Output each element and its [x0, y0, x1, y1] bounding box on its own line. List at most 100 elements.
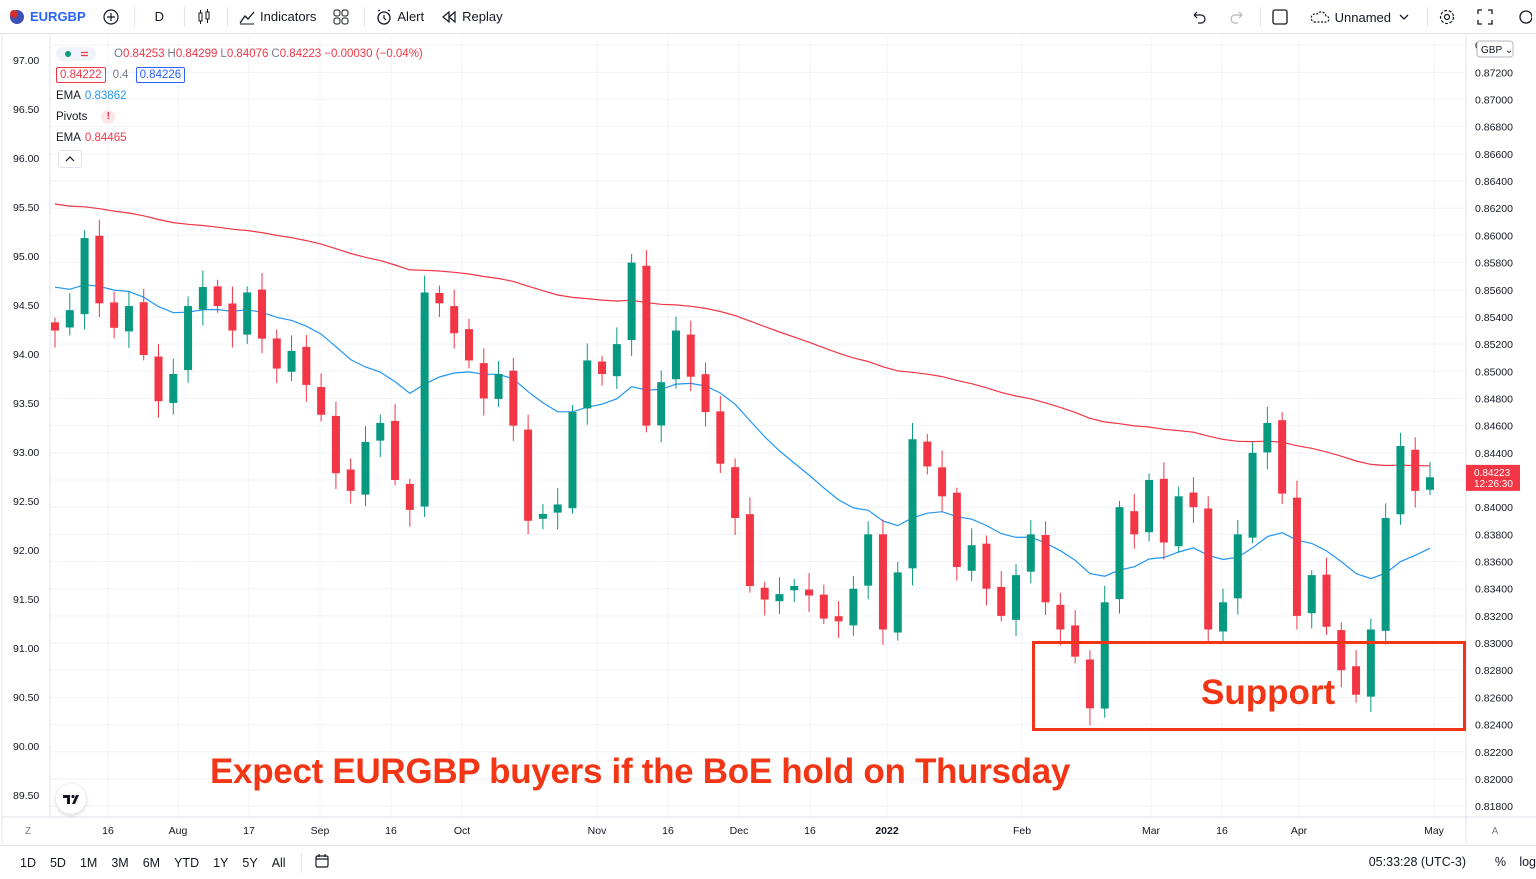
- sell-button[interactable]: 0.84222: [56, 66, 106, 83]
- change-value: −0.00030 (−0.04%): [324, 47, 423, 60]
- candle-body: [420, 292, 429, 507]
- candle: [450, 289, 459, 349]
- right-axis-tick-label: 0.82800: [1475, 665, 1513, 677]
- divider: [1259, 7, 1261, 27]
- timezone-clock[interactable]: 05:33:28 (UTC-3): [1368, 855, 1466, 869]
- left-axis-tick-label: 91.50: [13, 594, 39, 606]
- candle-body: [1219, 602, 1228, 632]
- candle-body: [95, 235, 104, 304]
- currency-button[interactable]: GBP ⌄: [1476, 40, 1514, 58]
- interval-button[interactable]: D: [137, 0, 182, 34]
- candle: [538, 503, 547, 530]
- candle: [967, 528, 976, 582]
- candle-body: [331, 415, 340, 474]
- candle-body: [272, 338, 281, 369]
- candle-body: [878, 534, 887, 630]
- price-chart[interactable]: 0.874000.872000.870000.868000.866000.864…: [0, 35, 1536, 845]
- time-axis-label: May: [1424, 825, 1445, 837]
- symbol-search[interactable]: EURGBP: [0, 0, 94, 34]
- candle-body: [997, 586, 1006, 616]
- right-axis-tick-label: 0.82200: [1475, 747, 1513, 759]
- indicators-button[interactable]: Indicators: [230, 0, 324, 34]
- buy-button[interactable]: 0.84226: [135, 66, 186, 83]
- candle-body: [1085, 659, 1094, 709]
- divider: [1427, 7, 1428, 27]
- candle-body: [819, 594, 828, 619]
- range-button-all[interactable]: All: [271, 855, 286, 870]
- range-button-ytd[interactable]: YTD: [174, 855, 200, 870]
- candle: [686, 320, 695, 392]
- warning-icon[interactable]: !: [101, 109, 116, 124]
- candle-body: [701, 374, 710, 413]
- candle: [790, 579, 799, 602]
- undo-button[interactable]: [1182, 0, 1220, 34]
- candle: [982, 535, 991, 606]
- chart-frame[interactable]: 0.874000.872000.870000.868000.866000.864…: [0, 35, 1536, 845]
- log-toggle[interactable]: log: [1519, 855, 1536, 869]
- candle: [1204, 496, 1213, 643]
- templates-button[interactable]: [324, 0, 362, 34]
- pivots-row[interactable]: Pivots !: [56, 106, 426, 127]
- candle: [65, 293, 74, 336]
- candle-body: [1352, 666, 1361, 695]
- candle: [317, 373, 326, 422]
- chart-type-button[interactable]: [187, 0, 225, 34]
- time-axis-label: Oct: [454, 825, 470, 837]
- snapshot-button[interactable]: [1506, 0, 1536, 34]
- range-button-5d[interactable]: 5D: [49, 855, 66, 870]
- time-axis-label: Mar: [1142, 825, 1161, 837]
- candle: [1145, 473, 1154, 542]
- symbol-label: EURGBP: [30, 9, 86, 24]
- layout-name: Unnamed: [1334, 9, 1391, 25]
- candle-body: [154, 356, 163, 402]
- divider: [133, 6, 135, 27]
- ema-slow-row[interactable]: EMA 0.84465: [56, 127, 426, 148]
- candle: [51, 317, 59, 348]
- grid-icon: [333, 9, 349, 24]
- candle: [376, 414, 385, 457]
- fullscreen-button[interactable]: [1468, 0, 1506, 34]
- candle-body: [391, 420, 400, 480]
- left-axis-tick-label: 90.50: [13, 692, 39, 704]
- range-button-1d[interactable]: 1D: [20, 855, 36, 870]
- ema-fast-row[interactable]: EMA 0.83862: [56, 85, 426, 106]
- layout-button[interactable]: [1263, 0, 1301, 34]
- alert-button[interactable]: Alert: [367, 0, 432, 34]
- chevron-up-icon[interactable]: [58, 149, 82, 168]
- range-button-1y[interactable]: 1Y: [213, 855, 229, 870]
- candle: [272, 329, 281, 384]
- left-axis-tick-label: 93.00: [13, 447, 39, 459]
- right-axis-tick-label: 0.83200: [1475, 611, 1513, 623]
- candle-body: [405, 483, 414, 510]
- range-button-3m[interactable]: 3M: [111, 855, 129, 870]
- candle-body: [1115, 507, 1124, 600]
- date-range-button[interactable]: [304, 853, 340, 872]
- save-layout-button[interactable]: Unnamed: [1301, 0, 1425, 34]
- candle-body: [1278, 420, 1287, 494]
- replay-button[interactable]: Replay: [432, 0, 510, 34]
- range-button-6m[interactable]: 6M: [142, 855, 161, 870]
- candle-body: [1012, 575, 1021, 620]
- open-value: 0.84253: [122, 47, 165, 60]
- percent-toggle[interactable]: %: [1494, 855, 1506, 869]
- candle-body: [479, 363, 488, 399]
- left-axis-tick-label: 89.50: [13, 790, 39, 802]
- candle-body: [627, 262, 636, 341]
- time-axis-label: 16: [385, 825, 397, 837]
- right-axis-tick-label: 0.85600: [1475, 285, 1513, 297]
- candle: [1381, 503, 1390, 645]
- redo-button[interactable]: [1220, 0, 1258, 34]
- tradingview-logo[interactable]: [56, 784, 86, 814]
- right-axis-tick-label: 0.84600: [1475, 421, 1513, 433]
- candle-body: [583, 360, 592, 409]
- divider: [184, 6, 186, 27]
- settings-button[interactable]: [1430, 0, 1468, 34]
- candle-body: [139, 302, 148, 355]
- range-button-1m[interactable]: 1M: [79, 855, 98, 870]
- compare-button[interactable]: [94, 0, 132, 34]
- pivots-label: Pivots: [56, 110, 88, 123]
- tradingview-icon: [63, 794, 79, 804]
- range-selector: 1D 5D 1M 3M 6M YTD 1Y 5Y All: [0, 856, 293, 870]
- range-button-5y[interactable]: 5Y: [242, 855, 258, 870]
- right-axis-tick-label: 0.83400: [1475, 584, 1513, 596]
